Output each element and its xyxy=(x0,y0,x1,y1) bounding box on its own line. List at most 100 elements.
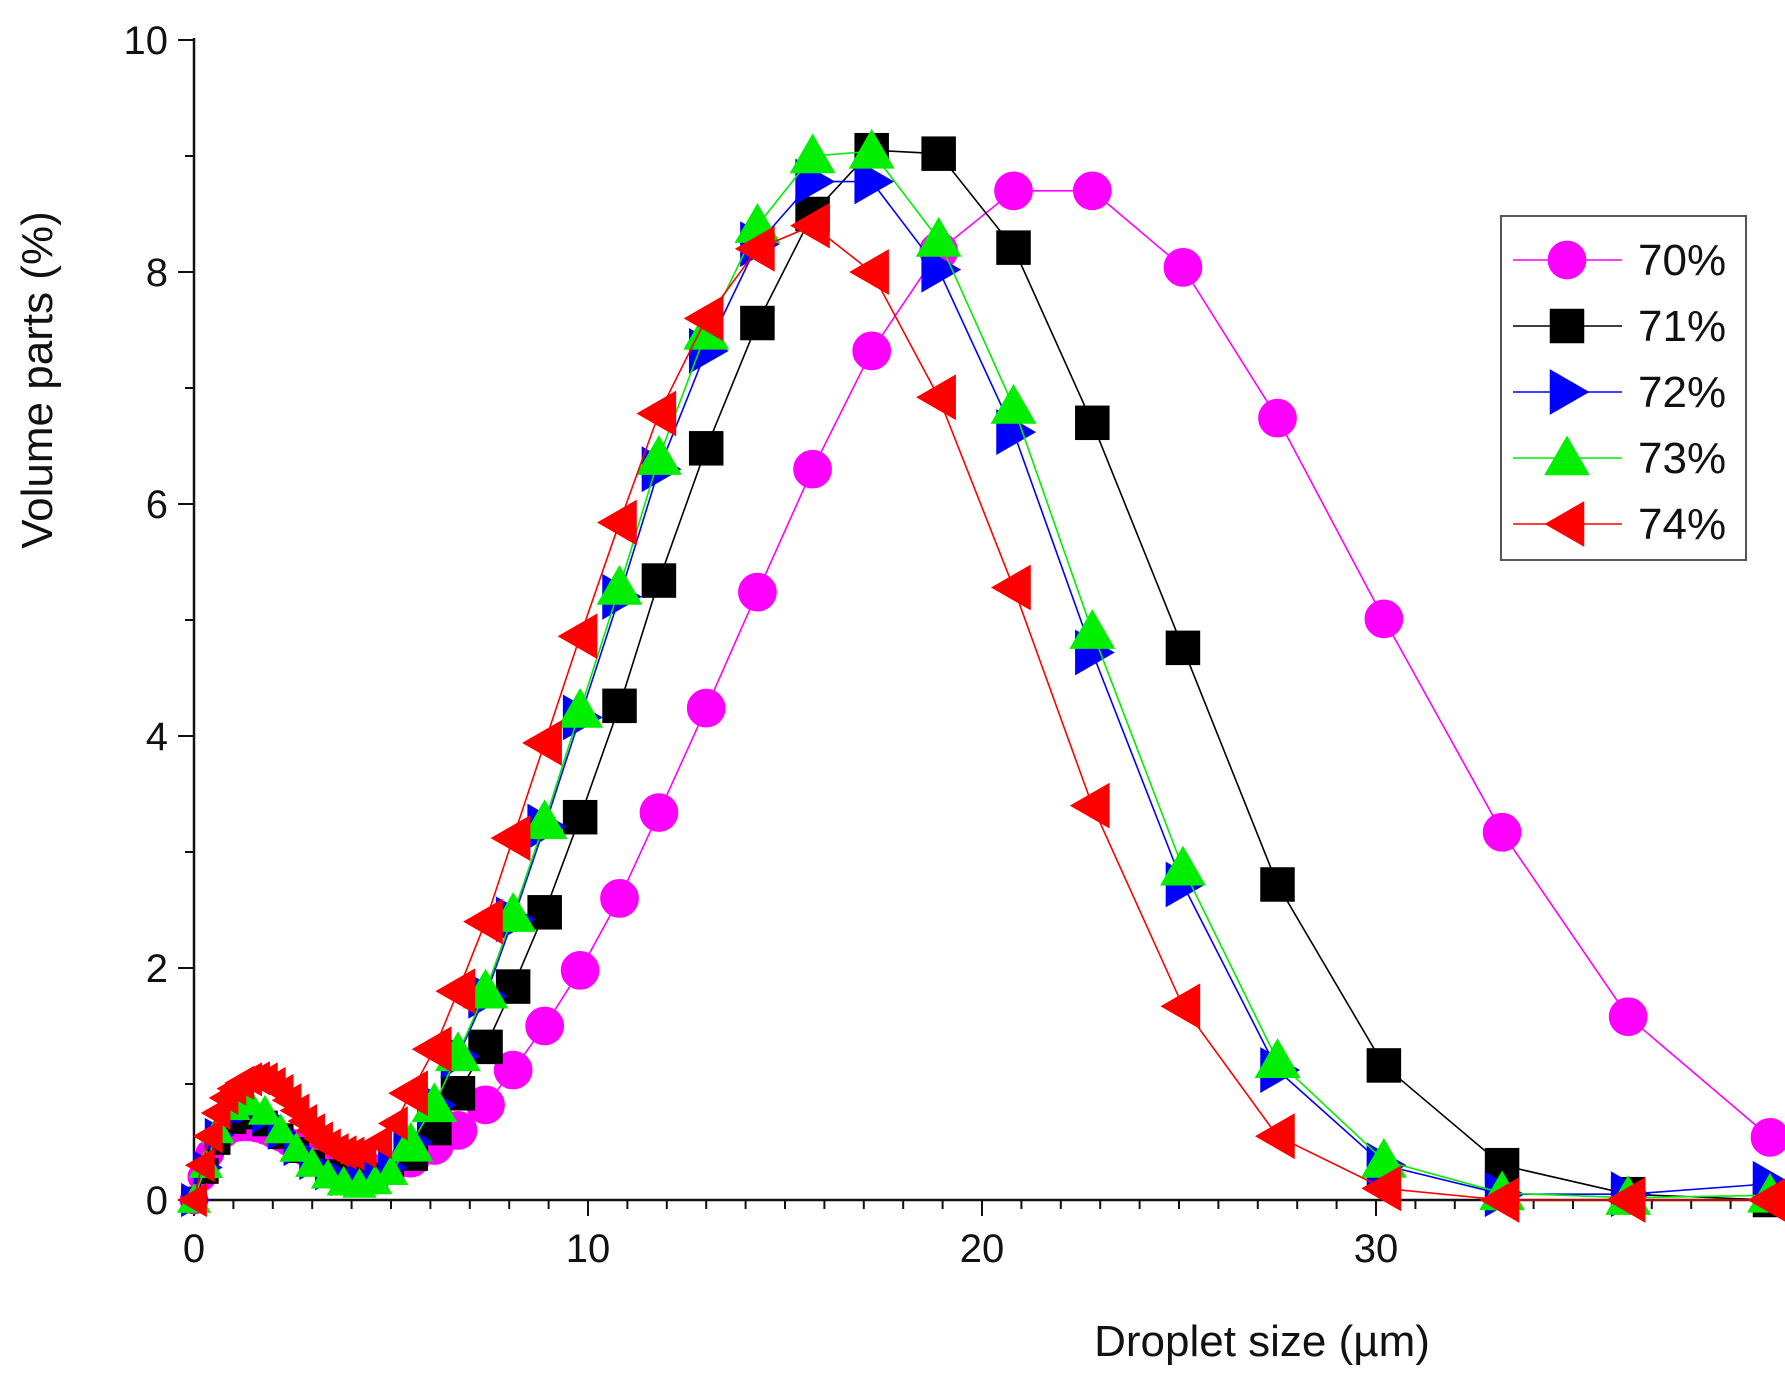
data-point xyxy=(1072,171,1112,211)
series-4 xyxy=(177,202,1785,1223)
data-point xyxy=(1165,630,1201,666)
x-tick-label: 0 xyxy=(183,1227,205,1271)
data-point xyxy=(852,331,892,371)
data-point xyxy=(184,1148,215,1183)
data-point xyxy=(793,449,832,489)
legend-label: 72% xyxy=(1638,368,1726,417)
data-point xyxy=(493,1050,533,1090)
data-point xyxy=(435,968,476,1015)
data-point xyxy=(192,1119,223,1154)
legend-marker xyxy=(1547,240,1587,280)
data-point xyxy=(411,1026,452,1073)
data-point xyxy=(1608,997,1648,1037)
data-point xyxy=(557,613,598,660)
data-point xyxy=(848,128,895,169)
y-tick-label: 0 xyxy=(146,1179,168,1223)
data-point xyxy=(683,295,724,342)
data-point xyxy=(279,1132,314,1162)
data-point xyxy=(636,390,677,437)
data-point xyxy=(602,688,637,724)
data-point xyxy=(1254,1113,1295,1160)
data-point xyxy=(1366,1048,1402,1083)
legend-item-4: 74% xyxy=(1513,500,1726,549)
series-layer xyxy=(176,128,1785,1223)
data-point xyxy=(1160,845,1206,886)
data-point xyxy=(388,1070,428,1117)
data-point xyxy=(177,1182,207,1218)
axes xyxy=(192,38,1770,1202)
data-point xyxy=(738,572,777,612)
data-point xyxy=(854,158,895,205)
data-point xyxy=(463,898,503,945)
data-point xyxy=(562,799,598,835)
data-point xyxy=(1163,248,1203,287)
legend-label: 70% xyxy=(1638,236,1726,285)
data-point xyxy=(991,564,1031,611)
data-point xyxy=(849,249,889,295)
y-tick-label: 4 xyxy=(146,715,168,759)
data-point xyxy=(295,1147,330,1177)
data-point xyxy=(641,563,677,598)
data-point xyxy=(1069,782,1110,829)
data-point xyxy=(688,431,724,466)
data-point xyxy=(525,1006,565,1046)
data-point xyxy=(1482,812,1522,852)
data-point xyxy=(636,435,682,475)
data-point xyxy=(378,1106,408,1141)
legend-item-1: 71% xyxy=(1513,302,1726,351)
legend-item-3: 73% xyxy=(1513,434,1726,483)
data-point xyxy=(790,202,830,249)
data-point xyxy=(597,499,637,546)
tick-labels: 0 2 4 6 8 10 0 10 20 30 xyxy=(124,19,1399,1271)
legend-label: 71% xyxy=(1638,302,1726,351)
y-tick-label: 6 xyxy=(146,483,168,527)
data-point xyxy=(1747,1178,1785,1222)
y-tick-label: 10 xyxy=(124,19,169,63)
data-point xyxy=(915,217,962,257)
data-point xyxy=(916,374,956,421)
data-point xyxy=(527,895,562,930)
data-point xyxy=(362,1124,393,1160)
legend-marker xyxy=(1544,501,1585,547)
data-point xyxy=(1160,983,1201,1030)
data-point xyxy=(522,720,562,766)
y-tick-label: 2 xyxy=(146,947,168,991)
data-point xyxy=(521,799,568,840)
data-point xyxy=(996,230,1031,265)
data-point xyxy=(263,1113,298,1144)
data-point xyxy=(1479,1177,1520,1223)
data-point xyxy=(490,815,531,861)
data-point xyxy=(994,171,1033,211)
data-point xyxy=(1750,1118,1785,1157)
data-point xyxy=(600,879,639,918)
data-point xyxy=(1069,609,1116,649)
data-point xyxy=(1258,398,1297,438)
y-tick-label: 8 xyxy=(146,251,168,295)
legend-item-0: 70% xyxy=(1513,236,1726,285)
data-point xyxy=(686,688,726,728)
legend-item-2: 72% xyxy=(1513,368,1726,417)
data-point xyxy=(1361,1165,1402,1212)
x-tick-label: 10 xyxy=(566,1227,611,1271)
legend: 70% 71% 72% 73% 74% xyxy=(1500,215,1747,561)
y-axis-title: Volume parts (%) xyxy=(13,211,62,548)
data-point xyxy=(596,565,643,605)
data-point xyxy=(387,1121,434,1162)
data-point xyxy=(557,687,604,728)
legend-label: 74% xyxy=(1638,500,1726,549)
legend-label: 73% xyxy=(1638,434,1726,483)
data-point xyxy=(560,950,600,990)
data-point xyxy=(639,793,679,832)
data-point xyxy=(734,225,775,272)
series-3 xyxy=(176,128,1785,1215)
legend-marker xyxy=(1549,308,1585,344)
data-point xyxy=(373,1155,409,1186)
data-point xyxy=(921,246,962,293)
x-axis-title: Droplet size (µm) xyxy=(1094,1317,1430,1366)
legend-box xyxy=(1500,215,1747,561)
data-point xyxy=(247,1094,283,1125)
data-point xyxy=(1605,1177,1646,1223)
data-point xyxy=(1075,405,1110,441)
